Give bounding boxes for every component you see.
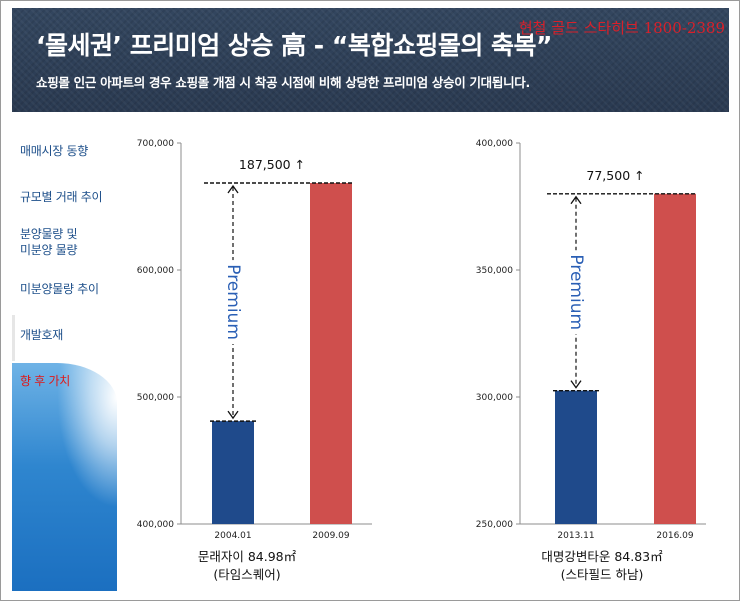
premium-label-bg: [224, 260, 242, 345]
arrow-up-head: [570, 195, 582, 205]
premium-label-bg: [567, 250, 585, 335]
bar: [212, 421, 254, 524]
chart-caption-line2: (스타필드 하남): [561, 567, 644, 582]
y-tick-label: 400,000: [137, 520, 174, 530]
page-title: ‘몰세권’ 프리미엄 상승 高 - “복합쇼핑몰의 축복”: [36, 31, 552, 60]
arrow-down-head: [227, 410, 239, 420]
bar: [654, 193, 696, 525]
sidebar-item-development[interactable]: 개발호재: [20, 328, 63, 342]
sidebar-decoration: [12, 363, 117, 591]
y-tick-label: 300,000: [476, 393, 513, 403]
chart-caption-line2: (타임스퀘어): [213, 567, 280, 582]
sidebar-item-future-value[interactable]: 향 후 가치: [20, 374, 70, 388]
page-subtitle: 쇼핑몰 인근 아파트의 경우 쇼핑몰 개점 시 착공 시점에 비해 상당한 프리…: [36, 75, 530, 90]
chart-caption-line1: 대명강변타운 84.83㎡: [541, 549, 663, 564]
chart-caption-line1: 문래자이 84.98㎡: [198, 549, 297, 564]
x-tick-label: 2004.01: [214, 531, 251, 541]
premium-amount-label: 187,500 ↑: [239, 157, 305, 172]
y-tick-label: 250,000: [476, 520, 513, 530]
bar: [310, 183, 352, 524]
premium-label: Premium: [223, 264, 243, 340]
sidebar-item-supply[interactable]: 분양물량 및 미분양 물량: [20, 227, 78, 257]
y-tick-label: 350,000: [476, 266, 513, 276]
sidebar-item-market-trend[interactable]: 매매시장 동향: [20, 144, 88, 158]
x-tick-label: 2013.11: [557, 531, 594, 541]
bar: [555, 390, 597, 524]
x-tick-label: 2009.09: [312, 531, 349, 541]
phone-number: 현철 골드 스타히브 1800-2389: [518, 19, 725, 37]
header-banner: ‘몰세권’ 프리미엄 상승 高 - “복합쇼핑몰의 축복” 쇼핑몰 인근 아파트…: [12, 8, 729, 112]
premium-label: Premium: [566, 254, 586, 330]
sidebar-item-size-trades[interactable]: 규모별 거래 추이: [20, 190, 103, 204]
sidebar-item-unsold-trend[interactable]: 미분양물량 추이: [20, 282, 99, 296]
y-tick-label: 600,000: [137, 266, 174, 276]
arrow-up-head: [227, 184, 239, 194]
sidebar-tab-edge: [12, 315, 15, 361]
premium-amount-label: 77,500 ↑: [586, 168, 644, 183]
sidebar: 매매시장 동향 규모별 거래 추이 분양물량 및 미분양 물량 미분양물량 추이…: [12, 113, 117, 591]
y-tick-label: 500,000: [137, 393, 174, 403]
y-tick-label: 400,000: [476, 139, 513, 149]
x-tick-label: 2016.09: [656, 531, 693, 541]
arrow-down-head: [570, 380, 582, 389]
y-tick-label: 700,000: [137, 139, 174, 149]
